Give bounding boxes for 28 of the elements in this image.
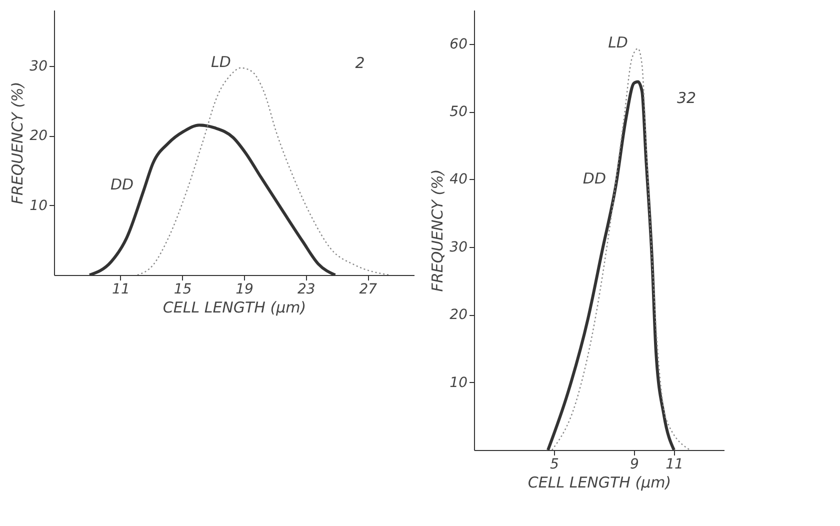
x-tick-label: 19 [236, 282, 254, 298]
y-tick-label: 20 [450, 307, 468, 324]
line-series [136, 67, 390, 275]
y-tick-label: 50 [450, 104, 468, 120]
x-tick-label: 27 [359, 282, 378, 298]
series-label: LD [608, 34, 628, 52]
x-tick-label: 11 [666, 456, 684, 472]
y-tick-label: 30 [450, 239, 468, 256]
y-tick-label: 20 [30, 128, 48, 144]
annotation: 32 [676, 89, 696, 107]
x-tick-label: 15 [174, 282, 192, 298]
series-label: LD [211, 52, 231, 71]
x-axis-title: CELL LENGTH (μm) [162, 298, 306, 316]
y-tick-label: 40 [450, 172, 468, 188]
x-axis-title: CELL LENGTH (μm) [528, 474, 672, 492]
y-tick-label: 30 [30, 58, 48, 74]
annotation: 2 [355, 54, 365, 72]
x-tick-label: 9 [630, 456, 640, 472]
y-tick-label: 10 [30, 198, 48, 214]
y-axis-title: FREQUENCY (%) [428, 169, 447, 292]
x-tick-label: 11 [112, 282, 130, 298]
x-tick-label: 23 [297, 282, 316, 298]
series-label: DD [110, 176, 134, 194]
y-axis-title: FREQUENCY (%) [8, 82, 27, 204]
y-tick-label: 10 [450, 374, 468, 391]
series-label: DD [582, 170, 606, 188]
y-tick-label: 60 [450, 36, 468, 52]
x-tick-label: 5 [550, 456, 560, 472]
